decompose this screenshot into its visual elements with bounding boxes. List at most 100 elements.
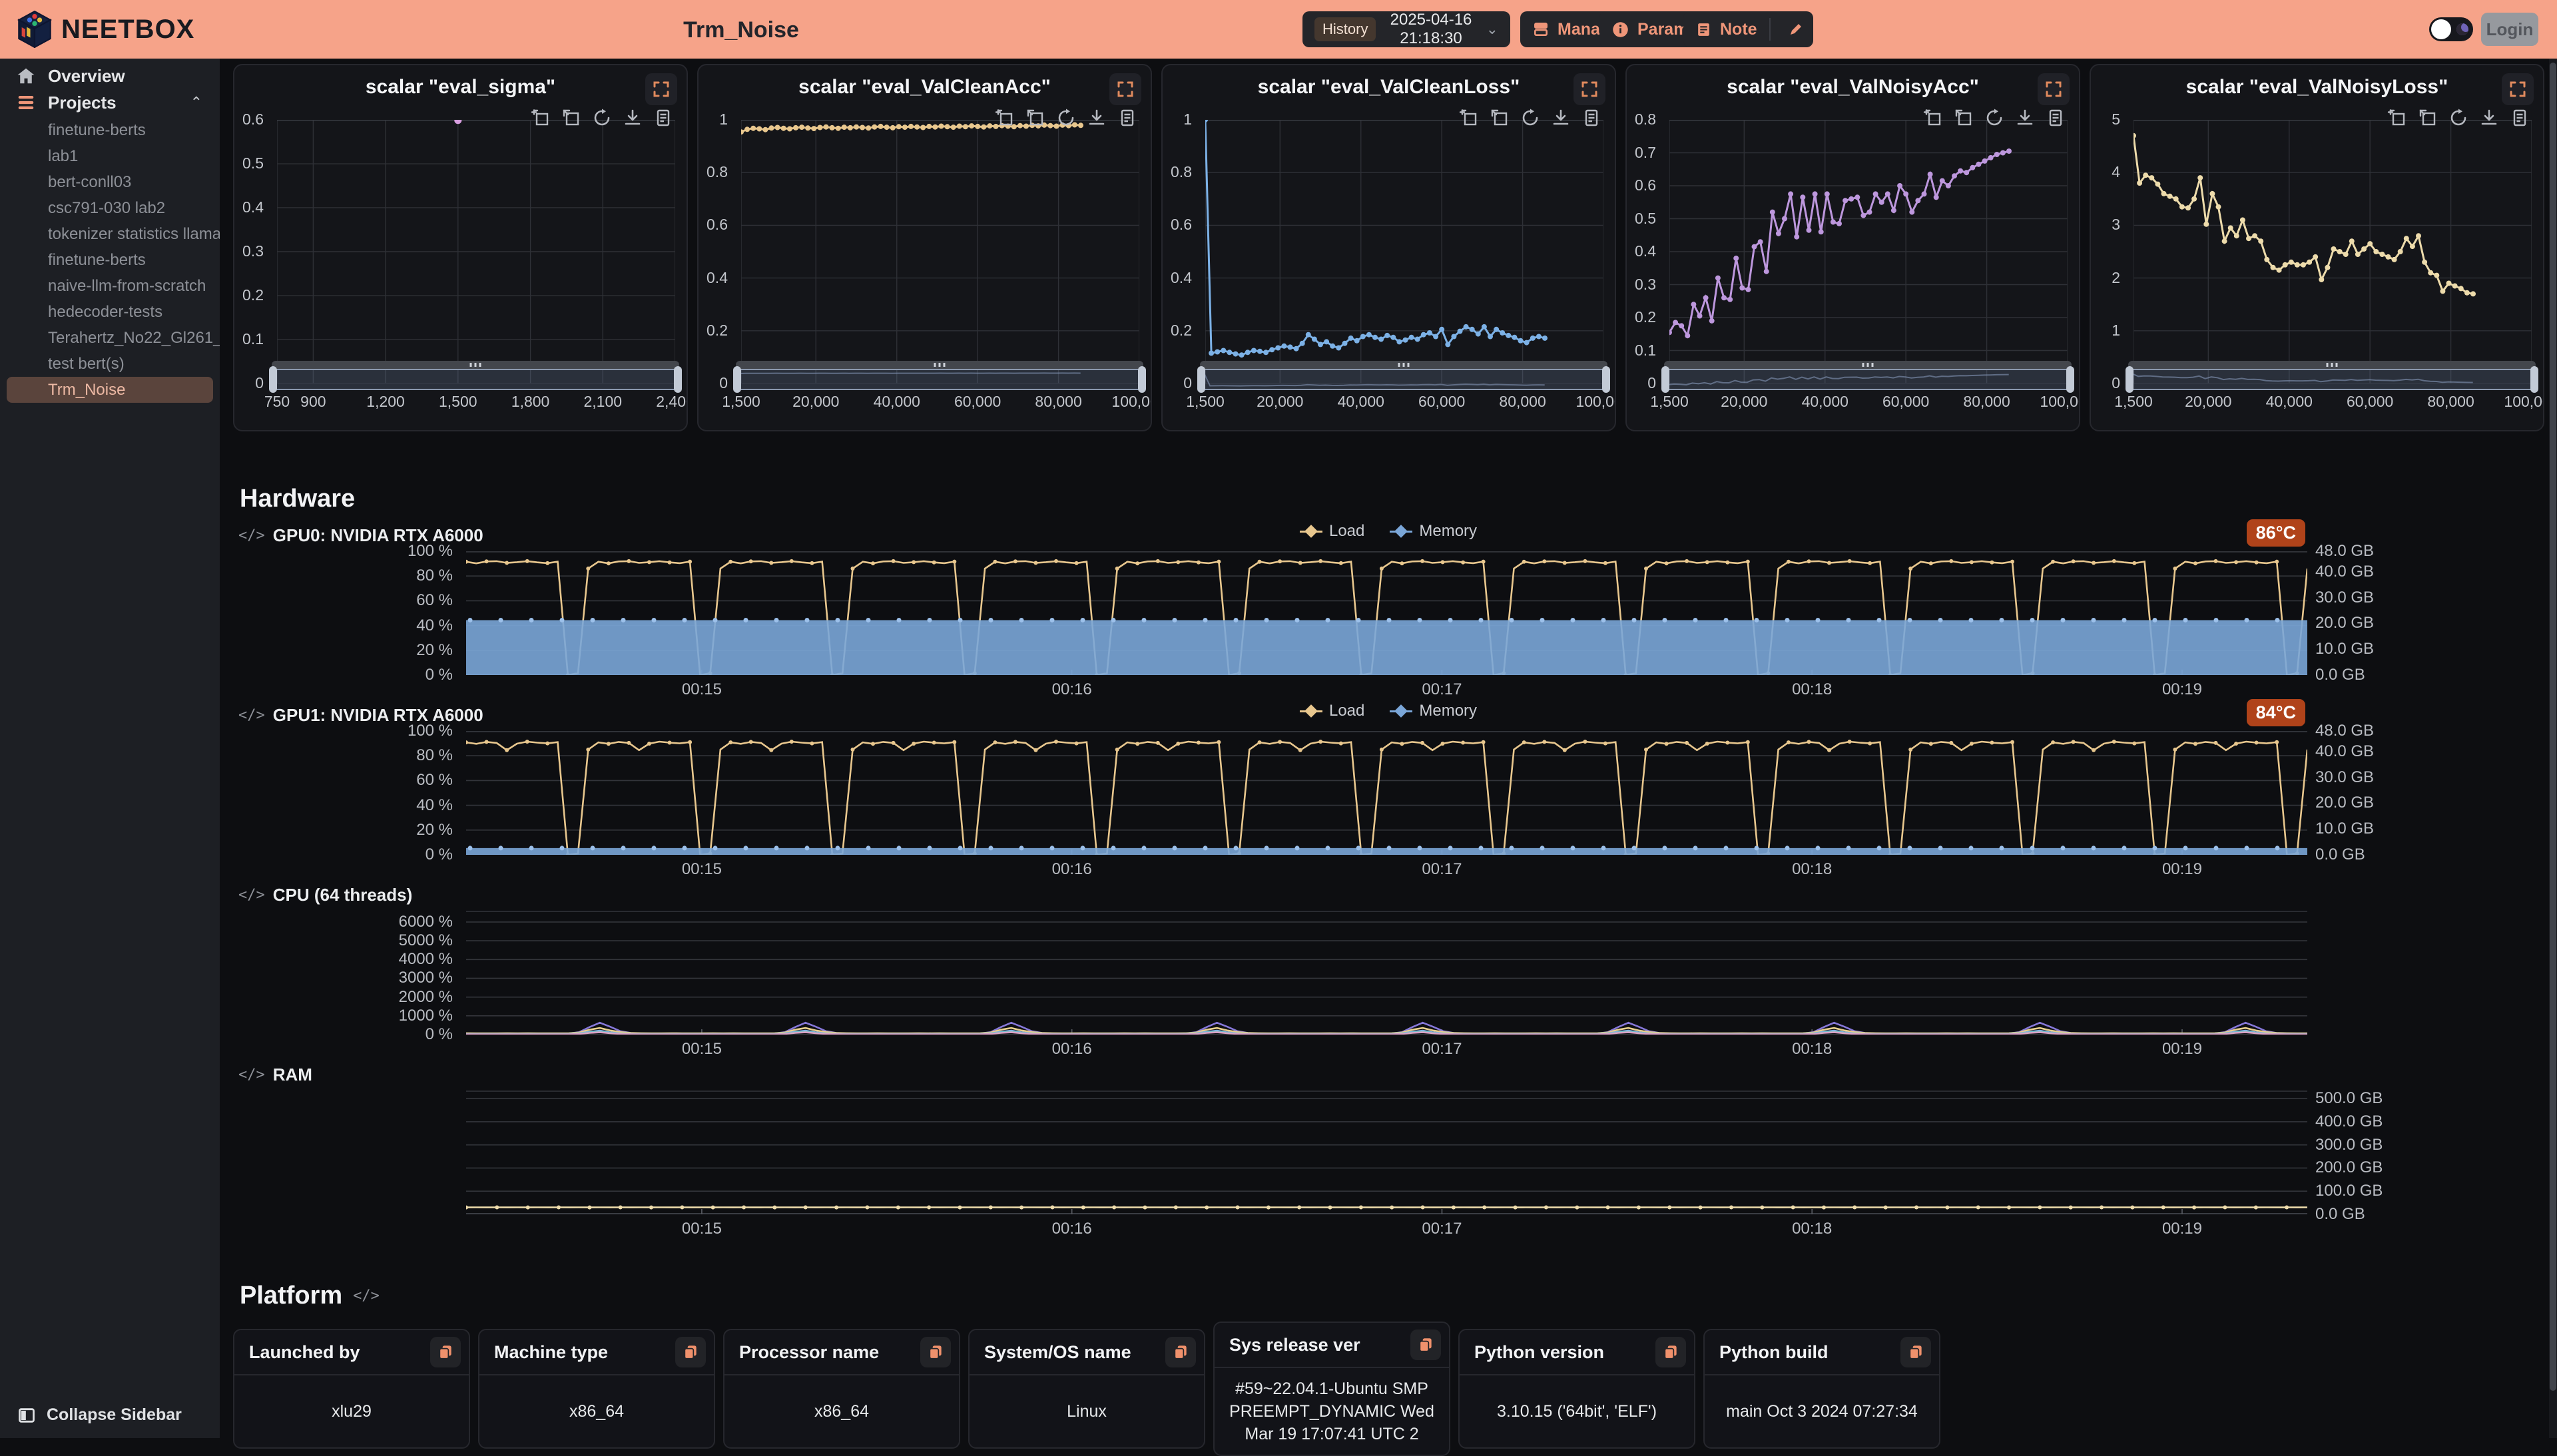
sidebar-project-item[interactable]: Terahertz_No22_Gl261_gl... [48,329,220,347]
page-scrollbar[interactable] [2549,59,2557,1438]
zoom-reset-icon[interactable] [2418,108,2438,128]
refresh-icon[interactable] [1984,108,2004,128]
sidebar-project-item[interactable]: naive-llm-from-scratch [48,277,206,295]
download-icon[interactable] [623,108,643,128]
login-button[interactable]: Login [2481,13,2538,46]
data-view-icon[interactable] [1581,108,1601,128]
zoom-reset-icon[interactable] [561,108,581,128]
chart-plot[interactable] [2133,120,2532,383]
sidebar-project-item[interactable]: finetune-berts [48,121,146,139]
legend-item[interactable]: Load [1299,522,1364,541]
zoom-reset-icon[interactable] [1025,108,1045,128]
hw-left-axis-tick: 0 % [425,1025,453,1043]
zoom-select-icon[interactable] [2387,108,2407,128]
datazoom-window[interactable] [1661,366,2074,393]
sidebar-item-overview[interactable]: Overview [0,63,220,89]
datazoom-slider[interactable] [269,361,682,393]
copy-button[interactable] [675,1337,706,1367]
refresh-icon[interactable] [592,108,612,128]
datazoom-handle-right[interactable] [2530,366,2538,393]
data-view-icon[interactable] [2046,108,2066,128]
chart-plot[interactable] [1669,120,2068,383]
data-view-icon[interactable] [653,108,673,128]
datazoom-handle-left[interactable] [2126,366,2133,393]
download-icon[interactable] [1551,108,1571,128]
datazoom-window[interactable] [733,366,1146,393]
copy-button[interactable] [920,1337,951,1367]
legend-item[interactable]: Load [1299,702,1364,720]
expand-chart-button[interactable] [2038,73,2070,105]
download-icon[interactable] [1087,108,1107,128]
data-view-icon[interactable] [1117,108,1137,128]
copy-button[interactable] [1165,1337,1196,1367]
datazoom-handle-left[interactable] [269,366,277,393]
expand-chart-button[interactable] [2502,73,2534,105]
history-dropdown[interactable]: History 2025-04-16 21:18:30 ⌄ [1302,11,1510,47]
datazoom-window[interactable] [269,366,682,393]
datazoom-slider[interactable] [2126,361,2538,393]
expand-chart-button[interactable] [1573,73,1605,105]
edit-note-button[interactable] [1779,21,1813,37]
legend-item[interactable]: Memory [1390,522,1477,541]
chart-plot[interactable] [277,120,675,383]
zoom-reset-icon[interactable] [1490,108,1510,128]
brand[interactable]: NEETBOX [17,11,194,48]
datazoom-handle-right[interactable] [1138,366,1146,393]
sidebar-project-item[interactable]: test bert(s) [48,355,125,373]
chart-plot[interactable] [741,120,1139,383]
sidebar-project-item[interactable]: bert-conll03 [48,173,132,191]
hw-x-axis-tick: 00:19 [2161,680,2202,698]
copy-button[interactable] [1900,1337,1931,1367]
datazoom-window[interactable] [1197,366,1610,393]
download-icon[interactable] [2015,108,2035,128]
sidebar-project-item[interactable]: lab1 [48,147,79,165]
datazoom-window[interactable] [2126,366,2538,393]
zoom-select-icon[interactable] [995,108,1015,128]
refresh-icon[interactable] [1056,108,1076,128]
toggle-knob [2431,19,2451,39]
expand-chart-button[interactable] [645,73,677,105]
download-icon[interactable] [2479,108,2499,128]
sidebar-project-item[interactable]: csc791-030 lab2 [48,199,166,217]
datazoom-slider[interactable] [733,361,1146,393]
sidebar-project-item[interactable]: Trm_Noise [7,377,213,403]
zoom-select-icon[interactable] [1923,108,1943,128]
scrollbar-thumb[interactable] [2550,63,2556,1391]
sidebar-project-item[interactable]: finetune-berts [48,251,146,269]
zoom-select-icon[interactable] [1459,108,1479,128]
legend-item[interactable]: Memory [1390,702,1477,720]
sidebar-project-item[interactable]: hedecoder-tests [48,303,163,321]
chart-plot[interactable] [1205,120,1603,383]
datazoom-slider[interactable] [1197,361,1610,393]
hardware-plot[interactable] [466,731,2307,855]
datazoom-handle-right[interactable] [1602,366,1610,393]
copy-button[interactable] [1410,1330,1441,1360]
expand-chart-button[interactable] [1109,73,1141,105]
datazoom-slider[interactable] [1661,361,2074,393]
zoom-reset-icon[interactable] [1954,108,1974,128]
datazoom-handle-left[interactable] [1661,366,1669,393]
sidebar-item-projects[interactable]: Projects ⌃ [0,89,220,116]
hardware-plot[interactable] [466,551,2307,675]
datazoom-handle-left[interactable] [1197,366,1205,393]
copy-button[interactable] [430,1337,461,1367]
datazoom-handle-right[interactable] [2066,366,2074,393]
hardware-plot[interactable] [466,911,2307,1035]
datazoom-grip[interactable] [2128,361,2536,369]
zoom-select-icon[interactable] [531,108,551,128]
datazoom-grip[interactable] [272,361,679,369]
refresh-icon[interactable] [1520,108,1540,128]
collapse-sidebar-button[interactable]: Collapse Sidebar [0,1405,199,1425]
datazoom-grip[interactable] [1664,361,2072,369]
hardware-plot[interactable] [466,1091,2307,1214]
refresh-icon[interactable] [2448,108,2468,128]
datazoom-handle-right[interactable] [674,366,682,393]
datazoom-grip[interactable] [736,361,1143,369]
sidebar-project-item[interactable]: tokenizer statistics llama... [48,225,220,243]
data-view-icon[interactable] [2510,108,2530,128]
datazoom-handle-left[interactable] [733,366,741,393]
theme-toggle[interactable] [2429,17,2473,41]
copy-button[interactable] [1655,1337,1686,1367]
datazoom-grip[interactable] [1200,361,1607,369]
note-button[interactable]: Note [1683,11,1813,47]
